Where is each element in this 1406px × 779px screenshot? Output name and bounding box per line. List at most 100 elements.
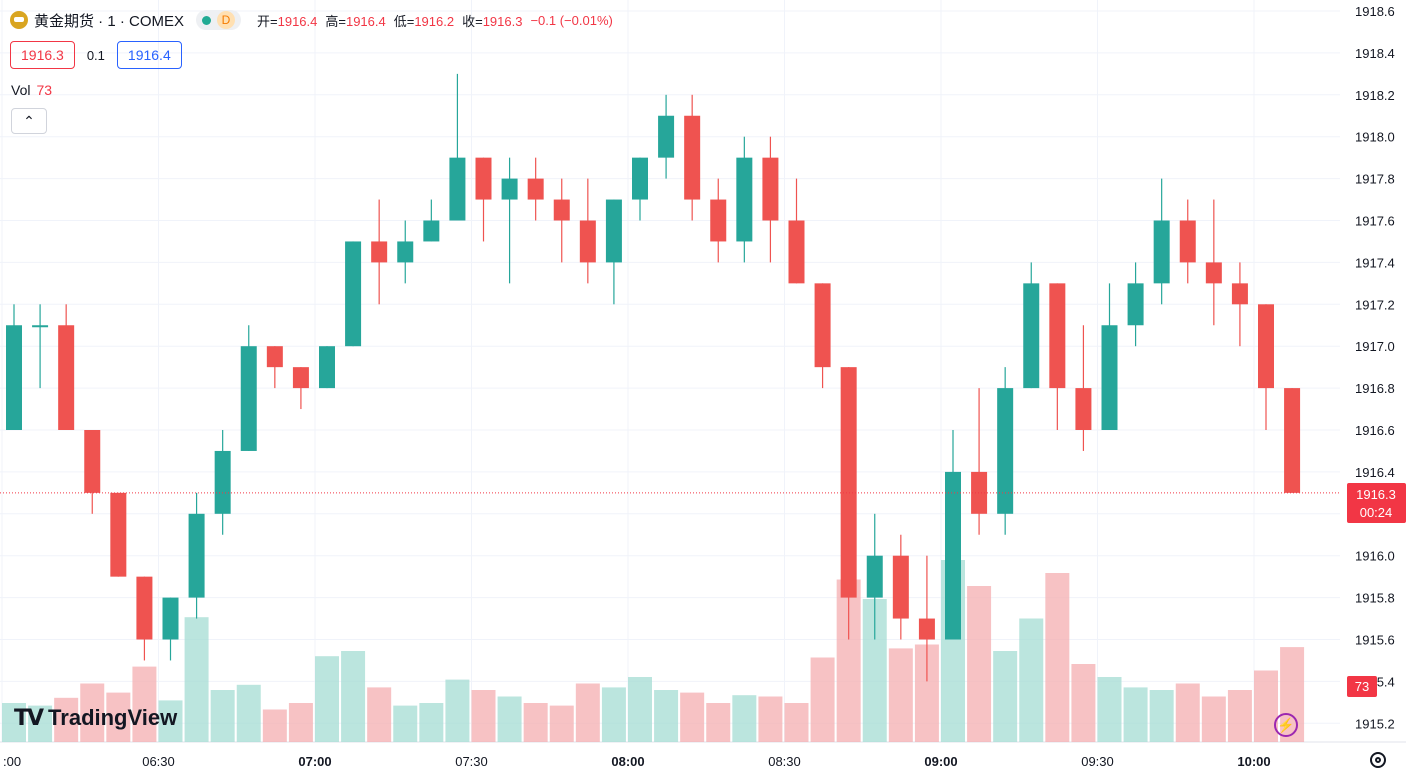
volume-bar [367,687,392,742]
volume-bar [967,586,992,742]
volume-axis-value: 73 [1355,679,1369,694]
volume-bar [54,697,79,742]
price-tick-label: 1918.4 [1355,46,1395,61]
candle-body [762,157,779,221]
last-price-label: 1916.3 00:24 [1347,483,1406,523]
market-status-pill[interactable]: D [196,10,242,30]
volume-bar [497,696,522,742]
candle-body [684,115,701,200]
price-tick-label: 1915.8 [1355,591,1395,606]
time-tick-label: 10:00 [1237,754,1270,769]
candle-body [501,178,518,200]
candle-body [423,220,440,242]
time-tick-label: 08:30 [768,754,801,769]
volume-bar [262,709,287,742]
volume-value-label: 73 [1347,676,1377,697]
candle-body [110,492,127,577]
gold-coin-icon [10,11,28,29]
tradingview-mark-icon: TV [14,705,44,731]
settings-gear-icon[interactable] [1370,752,1386,768]
tradingview-logo[interactable]: TV TradingView [14,705,177,731]
chevron-up-icon: ⌃ [23,112,35,129]
volume-bar [184,617,209,742]
candle-body [1179,220,1196,263]
volume-bar [210,690,235,742]
candle-body [632,157,648,200]
volume-bar [784,703,809,742]
price-tick-label: 1915.2 [1355,716,1395,731]
last-price-value: 1916.3 [1356,487,1396,502]
price-tick-label: 1917.6 [1355,214,1395,229]
candle-body [84,430,101,493]
candle-body [371,241,388,263]
volume-bar [1149,690,1174,742]
candle-body [736,157,753,242]
price-tick-label: 1918.6 [1355,4,1395,19]
trade-bar: 1916.3 0.1 1916.4 [10,41,182,69]
volume-value: 73 [36,82,53,98]
volume-bar [1254,670,1278,742]
buy-button[interactable]: 1916.4 [116,41,182,69]
time-tick-label: 09:30 [1081,754,1114,769]
candle-body [658,115,675,158]
volume-bar [80,683,105,742]
volume-bars [2,560,1305,742]
candle-body [1101,325,1118,430]
volume-bar [549,705,574,742]
volume-bar [132,666,157,742]
volume-bar [1097,677,1122,742]
candle-body [579,220,596,263]
low-readout: 低=1916.2 [393,13,455,29]
volume-bar [471,690,496,742]
flash-icon[interactable]: ⚡ [1274,713,1298,737]
volume-bar [1175,683,1200,742]
volume-bar [1227,690,1252,742]
candle-body [866,555,883,598]
candle-body [266,346,283,368]
time-tick-label: 06:30 [142,754,175,769]
volume-bar [993,651,1018,742]
change-readout: −0.1 (−0.01%) [530,12,613,28]
price-tick-label: 1915.6 [1355,633,1395,648]
candle-body [892,555,909,619]
volume-bar [1123,687,1148,742]
price-tick-label: 1918.0 [1355,130,1395,145]
symbol-title[interactable]: 黄金期货 · 1 · COMEX [34,12,185,30]
candle-body [710,199,727,242]
time-tick-label: 08:00 [611,754,644,769]
open-readout: 开=1916.4 [257,13,318,29]
volume-bar [628,677,652,742]
volume-bar [315,656,339,742]
volume-bar [2,703,26,742]
price-tick-label: 1918.2 [1355,88,1395,103]
candle-body [449,157,466,221]
candle-body [527,178,544,200]
time-tick-label: 07:30 [455,754,488,769]
candle-body [1023,283,1040,389]
time-tick-label: 07:00 [298,754,331,769]
time-tick-label: 09:00 [924,754,957,769]
candle-body [1049,283,1066,389]
volume-bar [393,705,418,742]
sell-button[interactable]: 1916.3 [10,41,75,69]
candle-body [1258,304,1274,389]
candlesticks [6,73,1301,682]
volume-bar [654,690,679,742]
time-tick-label: :00 [3,754,21,769]
close-readout: 收=1916.3 [462,13,523,29]
volume-bar [888,648,913,742]
time-axis[interactable]: :00 06:30 07:00 07:30 08:00 08:30 09:00 09:30 10… [3,754,1271,769]
candle-body [32,325,49,328]
price-tick-label: 1916.4 [1355,465,1395,480]
candle-body [6,325,22,430]
market-open-dot-icon [202,15,212,25]
spread-value: 0.1 [86,47,105,63]
price-tick-label: 1916.0 [1355,549,1395,564]
volume-bar [1019,618,1044,742]
bar-countdown: 00:24 [1360,505,1393,520]
volume-legend: Vol 73 [11,82,52,98]
collapse-legend-button[interactable]: ⌃ [11,108,47,134]
volume-bar [758,696,783,742]
